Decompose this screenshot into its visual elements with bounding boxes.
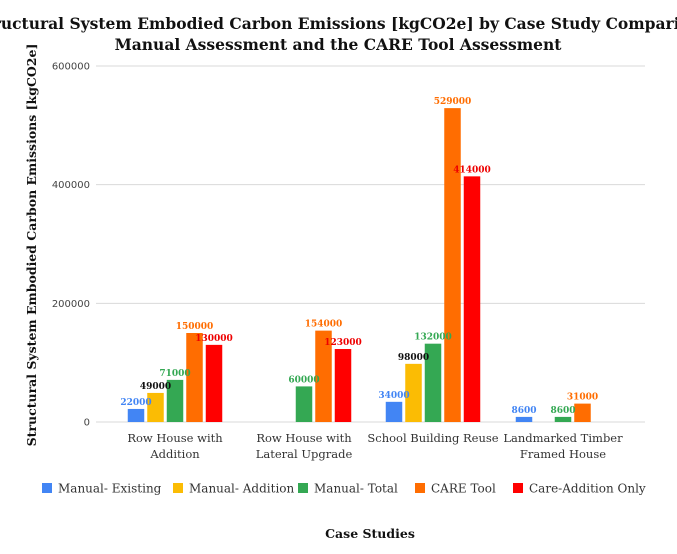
bar-manual-addition [405,363,422,422]
data-labels: 22000 34000 8600 49000 98000 71000 60000 132000… [120,97,598,416]
bar-care-tool [186,333,203,422]
category-label: Row House with [127,431,223,445]
data-label: 34000 [378,391,409,401]
bars [127,108,591,423]
data-label: 60000 [288,375,319,385]
chart-title-line: Manual Assessment and the CARE Tool Asse… [115,35,563,54]
data-label: 71000 [159,369,190,379]
y-tick-label: 0 [84,418,90,429]
legend-swatch [513,483,523,493]
bar-manual-total [554,416,572,422]
data-label: 130000 [195,334,233,344]
data-label: 8600 [511,406,536,416]
data-label: 132000 [414,333,452,343]
bar-care-tool [315,330,332,422]
category-label: Framed House [520,447,606,461]
bar-manual-existing [385,401,403,422]
legend-swatch [415,483,425,493]
bar-manual-existing [127,408,145,422]
y-tick-label: 600000 [52,62,90,73]
bar-manual-addition [147,392,164,422]
data-label: 8600 [550,406,575,416]
legend-item: CARE Tool [415,482,496,496]
data-label: 123000 [324,338,362,348]
data-label: 49000 [140,382,171,392]
data-label: 31000 [567,393,598,403]
legend: Manual- Existing Manual- Addition Manual- … [42,482,646,496]
legend-label: Manual- Total [314,482,398,496]
data-label: 150000 [176,322,214,332]
category-label: Row House with [256,431,352,445]
y-axis-ticks: 0 200000 400000 600000 [52,62,90,429]
bar-care-addition-only [463,176,481,422]
legend-label: Manual- Addition [189,482,295,496]
legend-label: CARE Tool [431,482,496,496]
legend-item: Manual- Addition [173,482,295,496]
legend-label: Manual- Existing [58,482,162,496]
category-label: Lateral Upgrade [256,447,353,461]
category-label: Addition [149,447,200,461]
data-label: 529000 [434,97,472,107]
legend-swatch [298,483,308,493]
bar-manual-existing [515,416,533,422]
bar-care-addition-only [334,349,352,422]
data-label: 154000 [305,320,343,330]
y-tick-label: 200000 [52,299,90,310]
data-label: 98000 [398,353,429,363]
bar-manual-total [166,379,184,422]
category-label: School Building Reuse [367,431,498,445]
legend-swatch [42,483,52,493]
y-axis-label: Structural System Embodied Carbon Emissi… [24,44,39,447]
y-tick-label: 400000 [52,180,90,191]
bar-care-tool [574,403,591,422]
legend-swatch [173,483,183,493]
data-label: 414000 [453,165,491,175]
chart-title: Structural System Embodied Carbon Emissi… [0,14,677,54]
legend-item: Manual- Total [298,482,398,496]
bar-manual-total [295,386,313,422]
x-axis-label: Case Studies [325,526,415,541]
legend-item: Manual- Existing [42,482,162,496]
chart-title-line: Structural System Embodied Carbon Emissi… [0,14,677,33]
data-label: 22000 [120,398,151,408]
x-axis-categories: Row House with Addition Row House with Late… [127,431,623,461]
legend-item: Care-Addition Only [513,482,646,496]
bar-manual-total [424,343,442,422]
bar-care-tool [444,108,461,423]
legend-label: Care-Addition Only [529,482,646,496]
bar-care-addition-only [205,344,223,422]
gridlines [96,65,645,423]
category-label: Landmarked Timber [503,431,623,445]
